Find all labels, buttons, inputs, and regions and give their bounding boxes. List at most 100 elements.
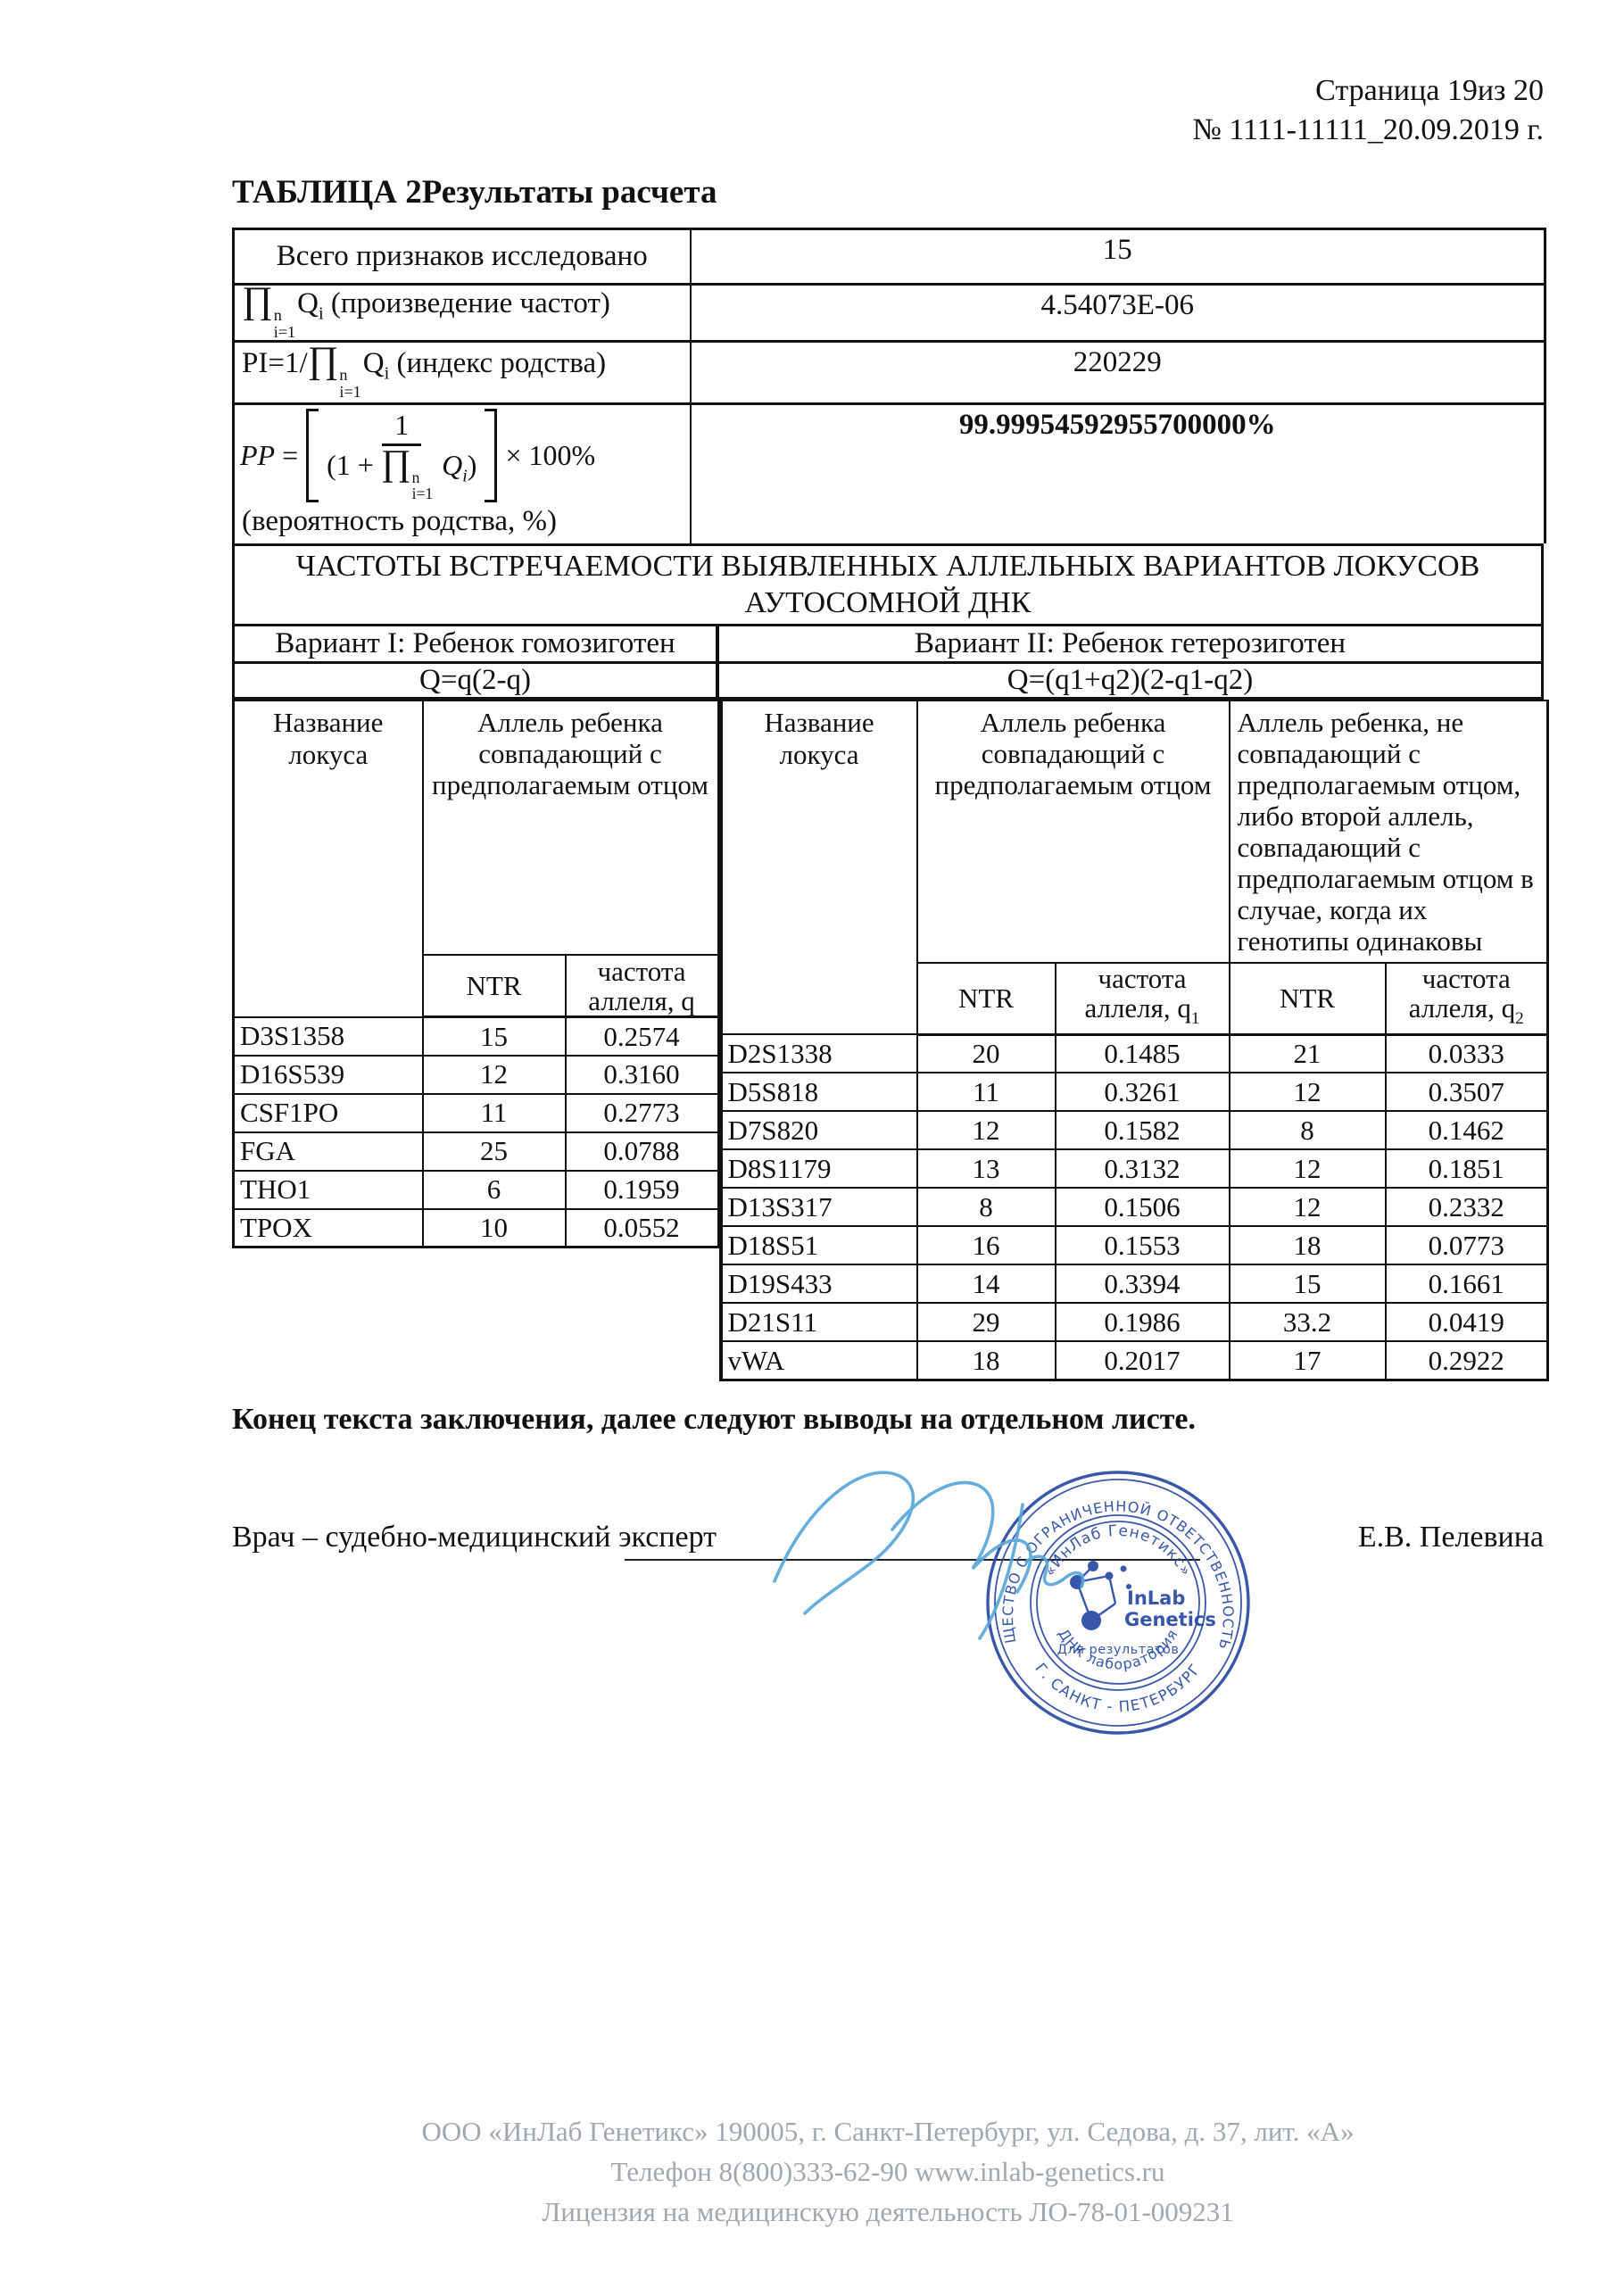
signature-icon	[773, 1471, 1085, 1640]
table-row: D18S51 16 0.1553 18 0.0773	[719, 1225, 1549, 1266]
results-table: Всего признаков исследовано 15 ∏ n i=1 Qi (…	[232, 228, 1546, 543]
row-value: 15	[689, 228, 1545, 286]
cell-ntr-1: 14	[916, 1264, 1056, 1305]
cell-locus: D3S1358	[232, 1015, 424, 1057]
frequency-q1-column-header: частота аллеля, q1	[1054, 961, 1230, 1036]
variant2-q-formula: Q=(q1+q2)(2-q1-q2)	[1007, 663, 1254, 696]
cell-frequency-q1: 0.3261	[1054, 1072, 1230, 1113]
table-row: PI=1/∏ n i=1 Qi (индекс родства) 220229	[233, 341, 1545, 406]
row-label: ∏ n i=1 Qi (произведение частот)	[233, 281, 691, 344]
table-row: D7S820 12 0.1582 8 0.1462	[719, 1110, 1549, 1151]
cell-locus: D13S317	[719, 1187, 918, 1228]
left-bracket	[306, 409, 319, 502]
frequency-section-title: ЧАСТОТЫ ВСТРЕЧАЕМОСТИ ВЫЯВЛЕННЫХ АЛЛЕЛЬН…	[232, 543, 1544, 624]
table-row: D16S539 12 0.3160	[232, 1054, 719, 1095]
cell-frequency-q: 0.2773	[564, 1092, 719, 1133]
cell-frequency-q: 0.0788	[564, 1131, 719, 1172]
cell-frequency-q1: 0.1582	[1054, 1110, 1230, 1151]
cell-ntr-2: 21	[1228, 1033, 1387, 1074]
cell-locus: vWA	[719, 1340, 918, 1381]
pp-formula: PP = 1 (1 + ∏ n i=1 Qi) × 100% (вероятност…	[234, 404, 691, 543]
pp-value: 99.99954592955700000%	[689, 403, 1545, 543]
cell-locus: D19S433	[719, 1264, 918, 1305]
table-row: vWA 18 0.2017 17 0.2922	[719, 1340, 1549, 1381]
cell-frequency-q1: 0.1553	[1054, 1225, 1230, 1266]
ntr-column-header: NTR	[421, 953, 567, 1019]
table-row: TPOX 10 0.0552	[232, 1207, 719, 1248]
allele-match-header: Аллель ребенка совпадающий с предполагае…	[421, 699, 719, 956]
cell-ntr: 10	[421, 1207, 567, 1248]
table-row: D3S1358 15 0.2574	[232, 1015, 719, 1057]
cell-locus: TPOX	[232, 1207, 424, 1248]
cell-frequency-q1: 0.3394	[1054, 1264, 1230, 1305]
cell-frequency-q2: 0.1661	[1384, 1264, 1549, 1305]
table-row: ∏ n i=1 Qi (произведение частот) 4.54073E-0…	[233, 281, 1545, 344]
row-value: 4.54073E-06	[689, 284, 1545, 344]
signer-role: Врач – судебно-медицинский эксперт	[232, 1521, 717, 1554]
frequency-q2-column-header: частота аллеля, q2	[1384, 961, 1549, 1036]
cell-ntr-1: 20	[916, 1033, 1056, 1074]
table-row: D21S11 29 0.1986 33.2 0.0419	[719, 1302, 1549, 1343]
q-formula-row: Q=q(2-q) Q=(q1+q2)(2-q1-q2)	[232, 660, 1544, 697]
cell-frequency-q2: 0.1462	[1384, 1110, 1549, 1151]
table-row: D13S317 8 0.1506 12 0.2332	[719, 1187, 1549, 1228]
cell-locus: D8S1179	[719, 1148, 918, 1189]
cell-ntr-2: 15	[1228, 1264, 1387, 1305]
cell-frequency-q1: 0.1485	[1054, 1033, 1230, 1074]
cell-locus: D7S820	[719, 1110, 918, 1151]
cell-ntr-2: 12	[1228, 1187, 1387, 1228]
stamp-logo-line2: Genetics	[1124, 1609, 1216, 1630]
page-header: Страница 19из 20 № 1111-11111_20.09.2019…	[1192, 71, 1544, 150]
document-title: ТАБЛИЦА 2Результаты расчета	[232, 174, 717, 211]
footer-license: Лицензия на медицинскую деятельность ЛО-…	[542, 2196, 1234, 2227]
signature-line	[625, 1559, 1200, 1561]
cell-locus: D18S51	[719, 1225, 918, 1266]
cell-frequency-q2: 0.2922	[1384, 1340, 1549, 1381]
table-row: PP = 1 (1 + ∏ n i=1 Qi) × 100% (вероятност…	[234, 403, 1545, 543]
cell-ntr: 11	[421, 1092, 567, 1133]
cell-ntr: 12	[421, 1054, 567, 1095]
cell-frequency-q2: 0.3507	[1384, 1072, 1549, 1113]
cell-locus: D21S11	[719, 1302, 918, 1343]
locus-column-header: Название локуса	[719, 699, 918, 1036]
end-of-report-note: Конец текста заключения, далее следуют в…	[232, 1403, 1197, 1436]
table-header-row: Название локуса Аллель ребенка совпадающ…	[719, 699, 1549, 1036]
cell-locus: THO1	[232, 1169, 424, 1210]
cell-ntr-1: 8	[916, 1187, 1056, 1228]
locus-column-header: Название локуса	[232, 699, 424, 1018]
cell-frequency-q: 0.2574	[564, 1015, 719, 1057]
frequency-column-header: частота аллеля, q	[564, 953, 719, 1019]
cell-ntr: 25	[421, 1131, 567, 1172]
cell-frequency-q: 0.3160	[564, 1054, 719, 1095]
cell-frequency-q1: 0.1986	[1054, 1302, 1230, 1343]
cell-ntr-1: 16	[916, 1225, 1056, 1266]
table-row: D19S433 14 0.3394 15 0.1661	[719, 1264, 1549, 1305]
stamp-molecule-icon	[1070, 1561, 1131, 1630]
fraction-numerator: 1	[382, 409, 422, 447]
row-label: PI=1/∏ n i=1 Qi (индекс родства)	[233, 341, 691, 406]
variant1-q-formula: Q=q(2-q)	[235, 663, 719, 697]
cell-ntr-2: 12	[1228, 1072, 1387, 1113]
cell-ntr-2: 18	[1228, 1225, 1387, 1266]
cell-locus: D16S539	[232, 1054, 424, 1095]
cell-locus: CSF1PO	[232, 1092, 424, 1133]
variant1-table: Название локуса Аллель ребенка совпадающ…	[232, 699, 719, 1249]
variant-header-row: Вариант I: Ребенок гомозиготен Вариант I…	[232, 623, 1544, 661]
footer-phone-site: Телефон 8(800)333-62-90 www.inlab-geneti…	[610, 2156, 1165, 2187]
cell-frequency-q1: 0.1506	[1054, 1187, 1230, 1228]
cell-ntr-1: 18	[916, 1340, 1056, 1381]
cell-locus: D2S1338	[719, 1033, 918, 1074]
cell-frequency-q2: 0.2332	[1384, 1187, 1549, 1228]
cell-ntr: 6	[421, 1169, 567, 1210]
cell-ntr-2: 8	[1228, 1110, 1387, 1151]
allele-match-header: Аллель ребенка совпадающий с предполагае…	[916, 699, 1230, 964]
document-number: № 1111-11111_20.09.2019 г.	[1192, 113, 1544, 146]
stamp-tagline: Для результатов	[1057, 1643, 1180, 1657]
cell-locus: D5S818	[719, 1072, 918, 1113]
table-row: CSF1PO 11 0.2773	[232, 1092, 719, 1133]
cell-locus: FGA	[232, 1131, 424, 1172]
table-row: D5S818 11 0.3261 12 0.3507	[719, 1072, 1549, 1113]
calculation-results-section: Всего признаков исследовано 15 ∏ n i=1 Qi (…	[232, 228, 1549, 1381]
document-footer: ООО «ИнЛаб Генетикс» 190005, г. Санкт-Пе…	[232, 2111, 1544, 2232]
footer-address: ООО «ИнЛаб Генетикс» 190005, г. Санкт-Пе…	[421, 2116, 1355, 2147]
